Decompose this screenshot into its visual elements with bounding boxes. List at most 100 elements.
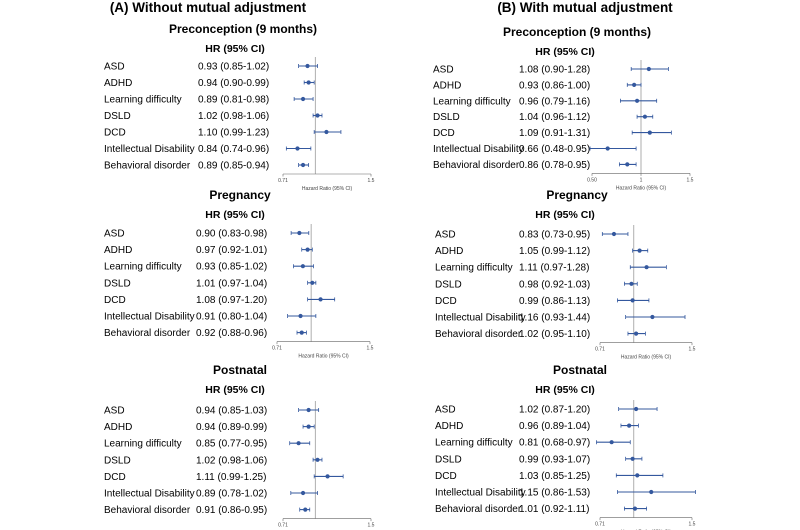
hr-ci-value: 1.11 (0.99-1.25) — [196, 472, 266, 483]
hr-point — [629, 281, 634, 286]
row-label: Intellectual Disability — [104, 489, 195, 500]
row-label: Intellectual Disability — [433, 144, 524, 155]
hr-ci-value: 0.94 (0.85-1.03) — [196, 406, 267, 417]
row-label: Intellectual Disability — [104, 312, 195, 323]
row-label: Intellectual Disability — [104, 144, 195, 155]
hr-point — [634, 331, 639, 336]
hr-point — [306, 407, 311, 413]
hr-point — [315, 457, 320, 462]
x-axis-label: Hazard Ratio (95% CI) — [621, 355, 672, 361]
panel-b-title: (B) With mutual adjustment — [497, 0, 673, 15]
row-label: DCD — [104, 128, 126, 139]
hr-point — [303, 507, 308, 512]
hr-point — [630, 456, 635, 461]
hr-point — [306, 424, 311, 429]
row-label: DSLD — [433, 112, 460, 123]
hr-point — [642, 114, 648, 119]
section-title: Pregnancy — [209, 188, 271, 202]
row-label: DSLD — [104, 278, 131, 289]
hr-ci-value: 0.90 (0.83-0.98) — [196, 229, 267, 240]
section-title: Preconception (9 months) — [169, 22, 317, 36]
row-label: Intellectual Disability — [435, 313, 526, 324]
hr-ci-value: 1.16 (0.93-1.44) — [519, 313, 590, 324]
hr-point — [632, 82, 637, 87]
hr-point — [306, 80, 311, 85]
x-axis-label: Hazard Ratio (95% CI) — [616, 185, 667, 191]
hr-point — [647, 130, 652, 135]
row-label: Behavioral disorder — [104, 161, 191, 172]
hr-ci-header: HR (95% CI) — [205, 384, 265, 396]
hr-ci-value: 1.02 (0.98-1.06) — [196, 455, 267, 466]
hr-ci-value: 1.04 (0.96-1.12) — [519, 112, 590, 123]
hr-ci-header: HR (95% CI) — [535, 384, 595, 396]
row-label: DCD — [104, 472, 126, 483]
hr-point — [637, 248, 642, 253]
hr-point — [627, 423, 632, 428]
section-title: Postnatal — [213, 363, 267, 377]
row-label: ADHD — [435, 421, 463, 432]
section-title: Postnatal — [553, 363, 607, 377]
row-label: DCD — [435, 296, 457, 307]
hr-point — [325, 474, 330, 479]
row-label: ASD — [104, 229, 125, 240]
row-label: ASD — [104, 62, 125, 73]
row-label: Learning difficulty — [104, 262, 182, 273]
row-label: Learning difficulty — [104, 439, 182, 450]
hr-ci-value: 0.91 (0.86-0.95) — [196, 505, 267, 516]
hr-point — [310, 280, 315, 285]
hr-point — [630, 298, 635, 303]
hr-ci-header: HR (95% CI) — [205, 43, 265, 55]
x-tick-label: 1 — [640, 177, 643, 183]
hr-ci-value: 0.89 (0.85-0.94) — [198, 161, 269, 172]
x-tick-label: 1.5 — [368, 178, 375, 184]
x-axis-label: Hazard Ratio (95% CI) — [302, 186, 353, 192]
row-label: ADHD — [435, 246, 463, 257]
hr-ci-value: 1.01 (0.97-1.04) — [196, 278, 267, 289]
row-label: ASD — [435, 405, 456, 416]
hr-ci-value: 1.11 (0.97-1.28) — [519, 263, 589, 274]
row-label: ADHD — [433, 80, 461, 91]
hr-ci-value: 0.98 (0.92-1.03) — [519, 279, 590, 290]
row-label: Behavioral disorder — [104, 328, 191, 339]
x-tick-label: 1.5 — [368, 523, 375, 529]
x-tick-label: 0.71 — [278, 523, 288, 529]
hr-point — [605, 146, 610, 151]
hr-ci-header: HR (95% CI) — [205, 209, 265, 221]
hr-ci-value: 1.02 (0.87-1.20) — [519, 405, 590, 416]
x-tick-label: 0.71 — [278, 178, 288, 184]
hr-point — [300, 264, 305, 269]
hr-ci-value: 0.83 (0.73-0.95) — [519, 230, 590, 241]
hr-ci-value: 0.66 (0.48-0.95) — [519, 144, 590, 155]
x-tick-label: 1.5 — [367, 346, 374, 352]
hr-point — [300, 162, 306, 168]
hr-ci-header: HR (95% CI) — [535, 209, 595, 221]
row-label: Behavioral disorder — [435, 504, 522, 515]
hr-ci-value: 0.94 (0.90-0.99) — [198, 78, 269, 89]
hr-ci-value: 1.08 (0.97-1.20) — [196, 295, 267, 306]
hr-ci-value: 1.09 (0.91-1.31) — [519, 128, 590, 139]
row-label: Learning difficulty — [433, 96, 511, 107]
row-label: Learning difficulty — [435, 263, 513, 274]
hr-ci-value: 0.81 (0.68-0.97) — [519, 438, 590, 449]
x-tick-label: 0.71 — [595, 522, 605, 528]
hr-ci-value: 1.08 (0.90-1.28) — [519, 65, 590, 76]
hr-point — [315, 113, 320, 118]
hr-ci-value: 0.93 (0.86-1.00) — [519, 80, 590, 91]
hr-point — [634, 406, 639, 412]
section-title: Pregnancy — [546, 188, 608, 202]
hr-ci-value: 1.03 (0.85-1.25) — [519, 471, 590, 482]
row-label: ASD — [104, 406, 125, 417]
row-label: ASD — [435, 230, 456, 241]
hr-ci-value: 0.89 (0.78-1.02) — [196, 489, 267, 500]
row-label: DSLD — [104, 111, 131, 122]
hr-ci-value: 0.91 (0.80-1.04) — [196, 312, 267, 323]
hr-point — [609, 440, 614, 445]
row-label: Intellectual Disability — [435, 488, 526, 499]
hr-ci-value: 0.99 (0.93-1.07) — [519, 454, 590, 465]
hr-ci-value: 0.96 (0.89-1.04) — [519, 421, 590, 432]
hr-ci-value: 1.10 (0.99-1.23) — [198, 128, 269, 139]
row-label: DCD — [435, 471, 457, 482]
hr-point — [297, 230, 302, 236]
row-label: Behavioral disorder — [104, 505, 191, 516]
